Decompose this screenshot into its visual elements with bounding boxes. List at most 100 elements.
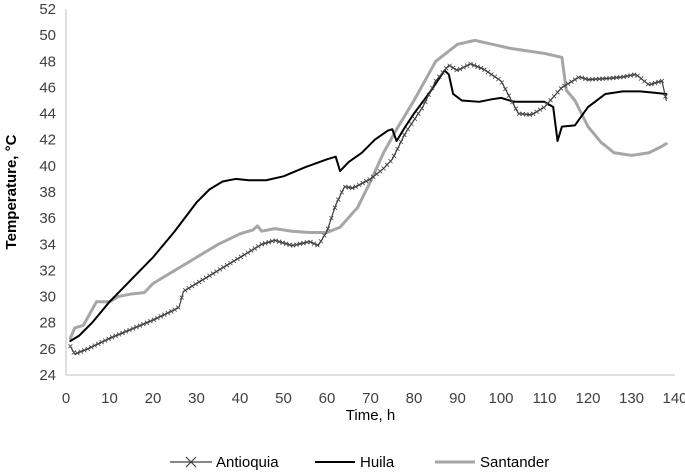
- data-point-antioquia: [217, 267, 223, 272]
- data-point-antioquia: [363, 178, 369, 184]
- data-point-antioquia: [287, 242, 292, 248]
- data-point-antioquia: [294, 242, 299, 247]
- data-point-antioquia: [297, 241, 303, 247]
- series-line-santander: [68, 38, 668, 340]
- data-point-antioquia: [224, 262, 230, 268]
- data-point-antioquia: [182, 288, 188, 293]
- data-point-antioquia: [496, 76, 501, 82]
- y-tick-label: 30: [39, 289, 56, 306]
- data-point-antioquia: [155, 315, 160, 321]
- data-point-antioquia: [603, 76, 609, 81]
- x-tick-label: 110: [533, 390, 557, 407]
- data-point-antioquia: [527, 112, 532, 117]
- data-point-antioquia: [141, 321, 146, 327]
- data-point-antioquia: [134, 324, 139, 330]
- data-point-antioquia: [555, 90, 560, 95]
- data-point-antioquia: [158, 314, 164, 319]
- data-point-antioquia: [419, 106, 425, 111]
- data-point-antioquia: [71, 350, 77, 355]
- x-tick-label: 10: [101, 390, 118, 407]
- data-point-antioquia: [513, 106, 519, 111]
- data-point-antioquia: [436, 74, 442, 79]
- data-point-antioquia: [193, 281, 198, 287]
- data-point-antioquia: [409, 121, 414, 127]
- series-markers-antioquia: [68, 61, 668, 356]
- data-point-antioquia: [381, 166, 386, 171]
- data-point-antioquia: [235, 256, 240, 262]
- data-point-antioquia: [144, 320, 150, 325]
- y-tick-label: 50: [39, 27, 56, 44]
- data-point-antioquia: [471, 63, 477, 68]
- data-point-antioquia: [127, 327, 132, 333]
- data-point-antioquia: [631, 72, 637, 77]
- data-point-antioquia: [290, 243, 296, 248]
- data-point-antioquia: [304, 239, 310, 245]
- y-tick-label: 38: [39, 184, 56, 201]
- data-point-antioquia: [137, 323, 143, 328]
- data-point-antioquia: [311, 241, 317, 246]
- data-point-antioquia: [412, 116, 418, 122]
- y-tick-label: 28: [39, 315, 56, 332]
- data-point-antioquia: [402, 132, 407, 138]
- x-axis-title: Time, h: [346, 407, 395, 424]
- data-point-antioquia: [81, 347, 87, 353]
- data-point-antioquia: [162, 312, 167, 317]
- y-axis-title: Temperature, °C: [3, 134, 20, 249]
- x-tick-label: 120: [575, 390, 600, 407]
- data-point-antioquia: [342, 184, 348, 190]
- data-point-antioquia: [656, 79, 661, 85]
- y-tick-label: 48: [39, 53, 56, 70]
- data-point-antioquia: [113, 333, 118, 339]
- data-point-antioquia: [572, 77, 578, 82]
- data-point-antioquia: [482, 67, 487, 72]
- data-point-antioquia: [95, 341, 101, 347]
- data-point-antioquia: [454, 67, 459, 73]
- data-point-antioquia: [332, 205, 338, 210]
- y-tick-label: 46: [39, 79, 56, 96]
- data-point-antioquia: [485, 69, 491, 75]
- data-point-antioquia: [405, 126, 411, 132]
- legend-huila-label: Huila: [360, 454, 395, 471]
- data-point-antioquia: [624, 73, 630, 79]
- data-point-antioquia: [336, 197, 341, 202]
- y-tick-label: 26: [39, 341, 56, 358]
- data-point-antioquia: [565, 81, 571, 87]
- y-tick-label: 42: [39, 132, 56, 149]
- data-point-antioquia: [231, 258, 237, 264]
- data-point-antioquia: [339, 189, 345, 195]
- data-point-antioquia: [510, 99, 515, 105]
- data-point-antioquia: [175, 305, 181, 310]
- data-point-antioquia: [116, 332, 122, 337]
- data-point-antioquia: [249, 248, 254, 253]
- data-point-antioquia: [106, 336, 111, 342]
- data-point-antioquia: [85, 346, 91, 352]
- data-point-antioquia: [423, 99, 428, 105]
- x-tick-label: 40: [232, 390, 249, 407]
- data-point-antioquia: [429, 85, 435, 91]
- data-point-antioquia: [638, 76, 644, 81]
- x-tick-label: 50: [275, 390, 292, 407]
- data-point-antioquia: [447, 63, 452, 69]
- legend-item-santander: Santander: [435, 454, 549, 471]
- data-point-antioquia: [597, 76, 602, 82]
- x-tick-label: 0: [62, 390, 70, 407]
- data-point-antioquia: [569, 79, 574, 84]
- data-point-antioquia: [148, 318, 153, 324]
- data-point-antioquia: [551, 93, 557, 99]
- data-point-antioquia: [506, 93, 512, 98]
- data-point-antioquia: [189, 283, 195, 289]
- y-tick-label: 52: [39, 1, 56, 18]
- data-point-antioquia: [600, 76, 606, 81]
- data-point-antioquia: [322, 233, 327, 238]
- data-point-antioquia: [318, 238, 324, 244]
- data-point-antioquia: [262, 240, 268, 246]
- data-point-antioquia: [440, 70, 445, 75]
- x-tick-label: 140: [662, 390, 685, 407]
- data-point-antioquia: [92, 343, 97, 348]
- data-point-antioquia: [635, 73, 640, 79]
- data-point-antioquia: [530, 111, 536, 117]
- data-point-antioquia: [360, 180, 365, 186]
- data-point-antioquia: [207, 273, 212, 278]
